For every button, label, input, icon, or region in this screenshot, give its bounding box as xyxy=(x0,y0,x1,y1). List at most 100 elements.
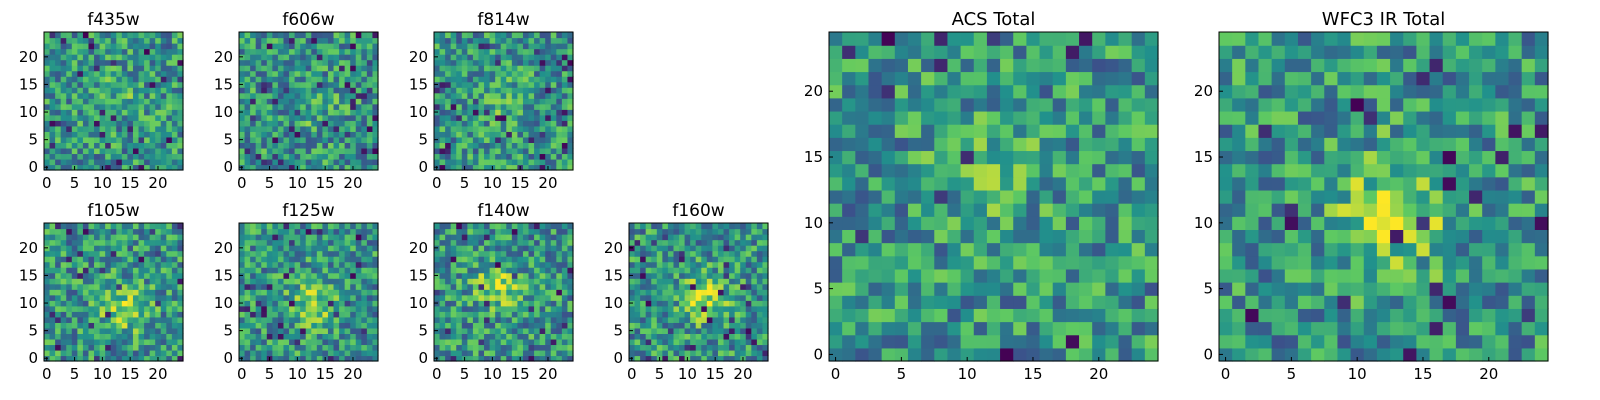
y-tick-label: 20 xyxy=(19,239,38,257)
heatmap-cell xyxy=(439,153,446,160)
heatmap-cell xyxy=(556,103,563,110)
heatmap-cell xyxy=(921,242,935,257)
heatmap-cell xyxy=(132,81,140,88)
heatmap-cell xyxy=(272,223,279,230)
heatmap-cell xyxy=(305,92,312,99)
heatmap-cell xyxy=(511,81,518,88)
heatmap-cell xyxy=(144,142,151,149)
heatmap-cell xyxy=(550,81,557,88)
heatmap-cell xyxy=(71,261,78,268)
heatmap-cell xyxy=(60,283,67,290)
heatmap-cell xyxy=(155,338,162,346)
heatmap-cell xyxy=(82,250,90,257)
heatmap-cell xyxy=(894,229,909,244)
heatmap-cell xyxy=(132,158,140,166)
heatmap-cell xyxy=(651,294,658,301)
heatmap-cell xyxy=(82,136,90,143)
heatmap-cell xyxy=(55,322,62,329)
heatmap-cell xyxy=(461,109,468,116)
heatmap-cell xyxy=(289,37,296,44)
heatmap-cell xyxy=(1013,242,1027,257)
heatmap-cell xyxy=(445,256,452,263)
heatmap-cell xyxy=(500,338,507,346)
heatmap-cell xyxy=(366,142,374,149)
heatmap-cell xyxy=(138,355,145,362)
heatmap-cell xyxy=(155,98,162,105)
heatmap-cell xyxy=(305,228,312,235)
heatmap-cell xyxy=(294,272,301,279)
heatmap-cell xyxy=(127,76,134,83)
heatmap-cell xyxy=(467,278,474,285)
heatmap-cell xyxy=(489,32,496,39)
heatmap-cell xyxy=(121,37,128,44)
heatmap-cell xyxy=(881,163,896,178)
heatmap-cell xyxy=(1118,203,1133,217)
heatmap-cell xyxy=(511,114,518,121)
heatmap-cell xyxy=(500,234,507,241)
heatmap-cell xyxy=(522,333,530,340)
heatmap-cell xyxy=(478,92,485,99)
heatmap-cell xyxy=(361,37,368,44)
heatmap-cell xyxy=(829,137,843,152)
heatmap-cell xyxy=(567,120,574,127)
heatmap-cell xyxy=(105,338,112,346)
heatmap-cell xyxy=(155,311,162,318)
heatmap-cell xyxy=(283,65,290,72)
x-tick-label: 10 xyxy=(483,365,502,383)
heatmap-cell xyxy=(706,250,713,257)
heatmap-cell xyxy=(99,114,106,121)
heatmap-cell xyxy=(506,65,513,72)
heatmap-cell xyxy=(1052,137,1067,152)
heatmap-cell xyxy=(439,70,446,77)
heatmap-cell xyxy=(333,76,340,83)
heatmap-cell xyxy=(517,322,524,329)
heatmap-cell xyxy=(327,98,335,105)
heatmap-cell xyxy=(695,355,702,362)
heatmap-cell xyxy=(155,153,162,160)
heatmap-cell xyxy=(679,349,686,357)
heatmap-cell xyxy=(567,245,574,252)
heatmap-cell xyxy=(656,322,663,329)
heatmap-cell xyxy=(244,59,251,66)
heatmap-cell xyxy=(366,131,374,138)
heatmap-cell xyxy=(355,278,362,285)
heatmap-cell xyxy=(434,87,441,94)
heatmap-cell xyxy=(439,223,446,230)
heatmap-cell xyxy=(149,54,156,61)
heatmap-cell xyxy=(66,153,73,160)
heatmap-cell xyxy=(261,120,268,127)
heatmap-cell xyxy=(339,278,346,285)
heatmap-cell xyxy=(366,48,374,55)
heatmap-cell xyxy=(255,98,262,105)
heatmap-cell xyxy=(239,114,246,121)
heatmap-cell xyxy=(266,120,273,127)
heatmap-cell xyxy=(261,305,268,312)
heatmap-cell xyxy=(44,76,51,83)
heatmap-cell xyxy=(1039,308,1054,323)
heatmap-cell xyxy=(166,103,173,110)
heatmap-cell xyxy=(44,228,51,235)
heatmap-cell xyxy=(545,327,552,334)
heatmap-cell xyxy=(372,54,379,61)
heatmap-cell xyxy=(239,142,246,149)
heatmap-cell xyxy=(277,48,285,55)
x-tick-label: 20 xyxy=(148,174,167,192)
heatmap-cell xyxy=(166,32,173,39)
heatmap-cell xyxy=(155,261,162,268)
heatmap-cell xyxy=(272,344,279,351)
heatmap-cell xyxy=(277,305,285,312)
heatmap-cell xyxy=(244,87,251,94)
heatmap-cell xyxy=(511,87,518,94)
heatmap-cell xyxy=(679,333,686,340)
heatmap-cell xyxy=(528,234,535,241)
heatmap-cell xyxy=(489,338,496,346)
heatmap-cell xyxy=(500,32,507,39)
heatmap-cell xyxy=(511,327,518,334)
heatmap-cell xyxy=(166,234,173,241)
heatmap-cell xyxy=(132,32,140,39)
heatmap-cell xyxy=(539,125,546,132)
heatmap-cell xyxy=(522,43,530,50)
heatmap-cell xyxy=(1092,124,1106,138)
heatmap-cell xyxy=(478,98,485,105)
heatmap-cell xyxy=(472,272,480,279)
